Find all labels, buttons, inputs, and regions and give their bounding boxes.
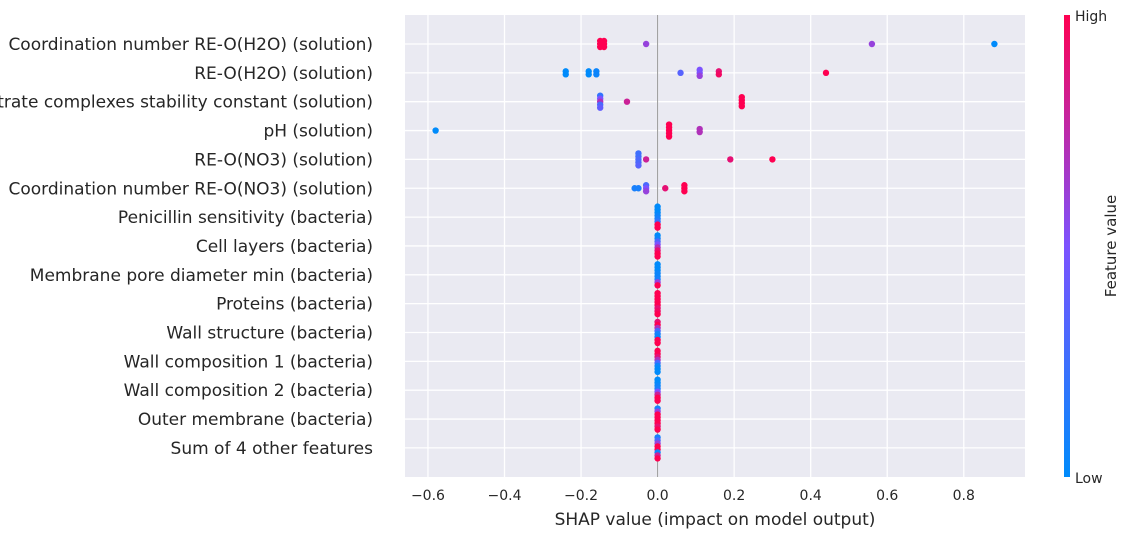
feature-label: Membrane pore diameter min (bacteria): [30, 266, 373, 286]
feature-labels: Coordination number RE-O(H2O) (solution)…: [0, 35, 373, 459]
grid-lines: [405, 15, 1025, 477]
shap-point: [596, 104, 604, 111]
shap-point: [696, 128, 703, 136]
shap-point: [654, 224, 661, 231]
shap-point: [635, 185, 642, 192]
x-tick-label: 0.8: [953, 488, 975, 504]
shap-point: [654, 339, 661, 347]
colorbar-title: Feature value: [1102, 195, 1120, 297]
shap-point: [623, 98, 631, 105]
shap-point: [738, 103, 745, 110]
shap-point: [635, 162, 642, 169]
shap-point: [696, 72, 703, 80]
shap-point: [822, 69, 830, 77]
feature-label: Wall composition 1 (bacteria): [124, 352, 373, 372]
feature-label: RE-O(NO3) (solution): [194, 150, 373, 170]
shap-point: [654, 310, 661, 318]
shap-point: [677, 69, 684, 77]
feature-label: Coordination number RE-O(NO3) (solution): [9, 179, 374, 199]
shap-point: [715, 71, 723, 78]
shap-point: [662, 185, 669, 192]
shap-point: [642, 188, 650, 195]
x-tick-label: −0.4: [488, 488, 522, 504]
shap-point: [432, 127, 439, 134]
shap-point: [562, 71, 569, 78]
shap-point: [681, 188, 688, 195]
feature-label: Outer membrane (bacteria): [138, 410, 373, 430]
shap-point: [642, 40, 650, 48]
shap-point: [654, 426, 661, 433]
shap-point: [642, 156, 650, 163]
shap-point: [769, 156, 776, 163]
x-tick-label: −0.2: [564, 488, 598, 504]
feature-label: Wall structure (bacteria): [166, 324, 373, 344]
shap-point: [585, 71, 592, 78]
feature-label: Nitrate complexes stability constant (so…: [0, 93, 373, 113]
feature-label: Sum of 4 other features: [171, 439, 374, 459]
data-points: [432, 37, 998, 462]
feature-label: Proteins (bacteria): [216, 295, 373, 315]
shap-point: [654, 368, 661, 376]
feature-label: Cell layers (bacteria): [196, 237, 373, 257]
x-tick-label: 0.6: [876, 488, 898, 504]
x-tick-label: 0.4: [800, 488, 822, 504]
feature-label: Coordination number RE-O(H2O) (solution): [8, 35, 373, 55]
feature-label: Wall composition 2 (bacteria): [124, 381, 373, 401]
shap-point: [991, 40, 998, 48]
colorbar: [1064, 15, 1070, 477]
x-tick-label: −0.6: [411, 488, 445, 504]
x-tick-label: 0.2: [723, 488, 745, 504]
shap-point: [868, 40, 876, 48]
feature-label: Penicillin sensitivity (bacteria): [118, 208, 373, 228]
feature-label: pH (solution): [263, 122, 373, 142]
colorbar-high-label: High: [1075, 9, 1107, 25]
shap-point: [727, 156, 734, 163]
shap-point: [654, 282, 661, 289]
x-tick-labels: −0.6 −0.4 −0.2 0.0 0.2 0.4 0.6 0.8: [411, 488, 975, 504]
shap-point: [665, 133, 673, 140]
shap-point: [654, 397, 661, 404]
shap-point: [593, 71, 600, 78]
shap-point: [600, 43, 608, 51]
feature-label: RE-O(H2O) (solution): [194, 64, 373, 84]
colorbar-low-label: Low: [1075, 471, 1103, 487]
x-axis-label: SHAP value (impact on model output): [555, 510, 876, 530]
shap-point: [654, 455, 661, 462]
shap-point: [654, 253, 661, 260]
x-tick-label: 0.0: [646, 488, 668, 504]
